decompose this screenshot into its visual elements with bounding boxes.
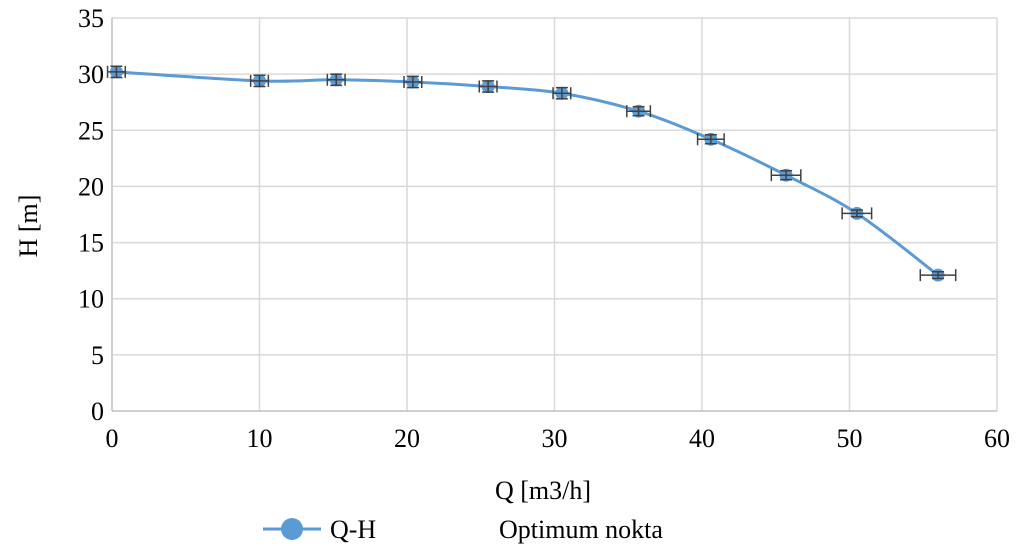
legend-optimum-label: Optimum nokta bbox=[499, 515, 663, 544]
y-tick-label: 0 bbox=[91, 397, 104, 426]
y-tick-label: 10 bbox=[78, 285, 104, 314]
x-tick-label: 20 bbox=[394, 424, 420, 453]
y-tick-label: 5 bbox=[91, 341, 104, 370]
x-tick-label: 40 bbox=[689, 424, 715, 453]
y-tick-label: 20 bbox=[78, 172, 104, 201]
axes bbox=[111, 18, 997, 412]
y-tick-label: 15 bbox=[78, 229, 104, 258]
y-axis-title: H [m] bbox=[14, 195, 43, 258]
y-tick-label: 25 bbox=[78, 116, 104, 145]
x-tick-label: 50 bbox=[837, 424, 863, 453]
legend-q-h-marker bbox=[281, 518, 303, 540]
x-tick-label: 30 bbox=[542, 424, 568, 453]
x-axis-title: Q [m3/h] bbox=[495, 476, 591, 505]
legend: Q-H Optimum nokta bbox=[263, 515, 663, 544]
x-tick-label: 60 bbox=[984, 424, 1010, 453]
tick-labels: 0 5 10 15 20 25 30 35 0 10 20 30 40 50 60 bbox=[78, 4, 1010, 453]
y-tick-label: 30 bbox=[78, 60, 104, 89]
y-tick-label: 35 bbox=[78, 4, 104, 33]
grid bbox=[112, 17, 998, 411]
series-line-q-h bbox=[116, 70, 939, 277]
series-q-h bbox=[106, 65, 957, 282]
x-tick-label: 10 bbox=[247, 424, 273, 453]
legend-q-h-label: Q-H bbox=[330, 515, 376, 544]
x-tick-label: 0 bbox=[106, 424, 119, 453]
